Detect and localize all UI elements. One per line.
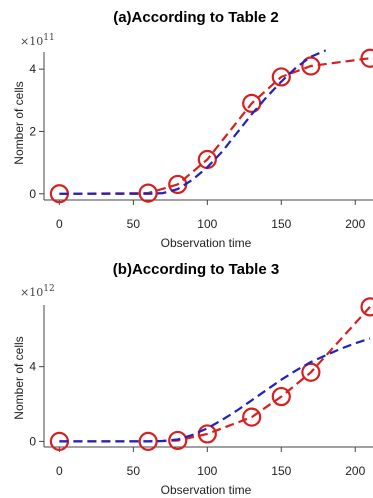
panel-b-x-tick-label: 150 [271, 464, 291, 478]
panel-a-y-tick-label: 2 [29, 124, 36, 138]
panel-a-plot-area: 0 50 100 150 200 0 2 4 [29, 48, 373, 231]
panel-b-ylabel: Nomber of cells [12, 336, 26, 419]
panel-a-series-observed-line [59, 57, 371, 195]
panel-a-data-point [360, 48, 373, 68]
panel-b-series-model-line [59, 337, 371, 443]
panel-a-xlabel: Observation time [161, 236, 252, 250]
panel-b-title: (b)According to Table 3 [113, 261, 279, 278]
panel-a-ylabel: Nomber of cells [12, 81, 26, 164]
panel-a-x-tick-label: 50 [127, 217, 141, 231]
panel-a-data-point [138, 183, 158, 203]
panel-a: (a)According to Table 2 ×1011 Nomber of … [12, 9, 373, 250]
panel-b-x-tick-label: 100 [197, 464, 217, 478]
panel-b-scale-label: ×1012 [20, 284, 55, 299]
panel-b-data-point [301, 362, 321, 382]
panel-a-x-tick-label: 100 [197, 217, 217, 231]
panel-b-data-point [360, 297, 373, 317]
panel-b-x-tick-label: 200 [345, 464, 365, 478]
panel-b-data-point [168, 430, 188, 451]
panel-a-series-model-line [59, 49, 327, 195]
panel-b-xlabel: Observation time [161, 483, 252, 497]
panel-b: (b)According to Table 3 ×1012 Nomber of … [12, 261, 373, 497]
panel-a-x-tick-label: 150 [271, 217, 291, 231]
panel-b-series-observed-line [59, 306, 371, 443]
panel-b-x-tick-label: 50 [127, 464, 141, 478]
panel-a-title: (a)According to Table 2 [113, 9, 279, 26]
panel-b-y-tick-label: 4 [29, 360, 36, 374]
panel-b-data-point [242, 407, 262, 427]
panel-b-data-point [271, 386, 291, 407]
panel-a-y-tick-label: 0 [29, 187, 36, 201]
panel-a-scale-label: ×1011 [20, 33, 55, 48]
panel-b-x-tick-label: 0 [56, 464, 63, 478]
panel-a-x-tick-label: 0 [56, 217, 63, 231]
panel-b-plot-area: 0 50 100 150 200 0 4 [29, 297, 373, 478]
panel-a-y-tick-label: 4 [29, 62, 36, 76]
panel-b-data-point [197, 424, 217, 444]
panel-a-data-point [301, 56, 321, 76]
panel-b-y-tick-label: 0 [29, 434, 36, 448]
panel-b-data-point [138, 431, 158, 451]
panel-a-data-point [271, 67, 291, 87]
panel-a-x-tick-label: 200 [345, 217, 365, 231]
